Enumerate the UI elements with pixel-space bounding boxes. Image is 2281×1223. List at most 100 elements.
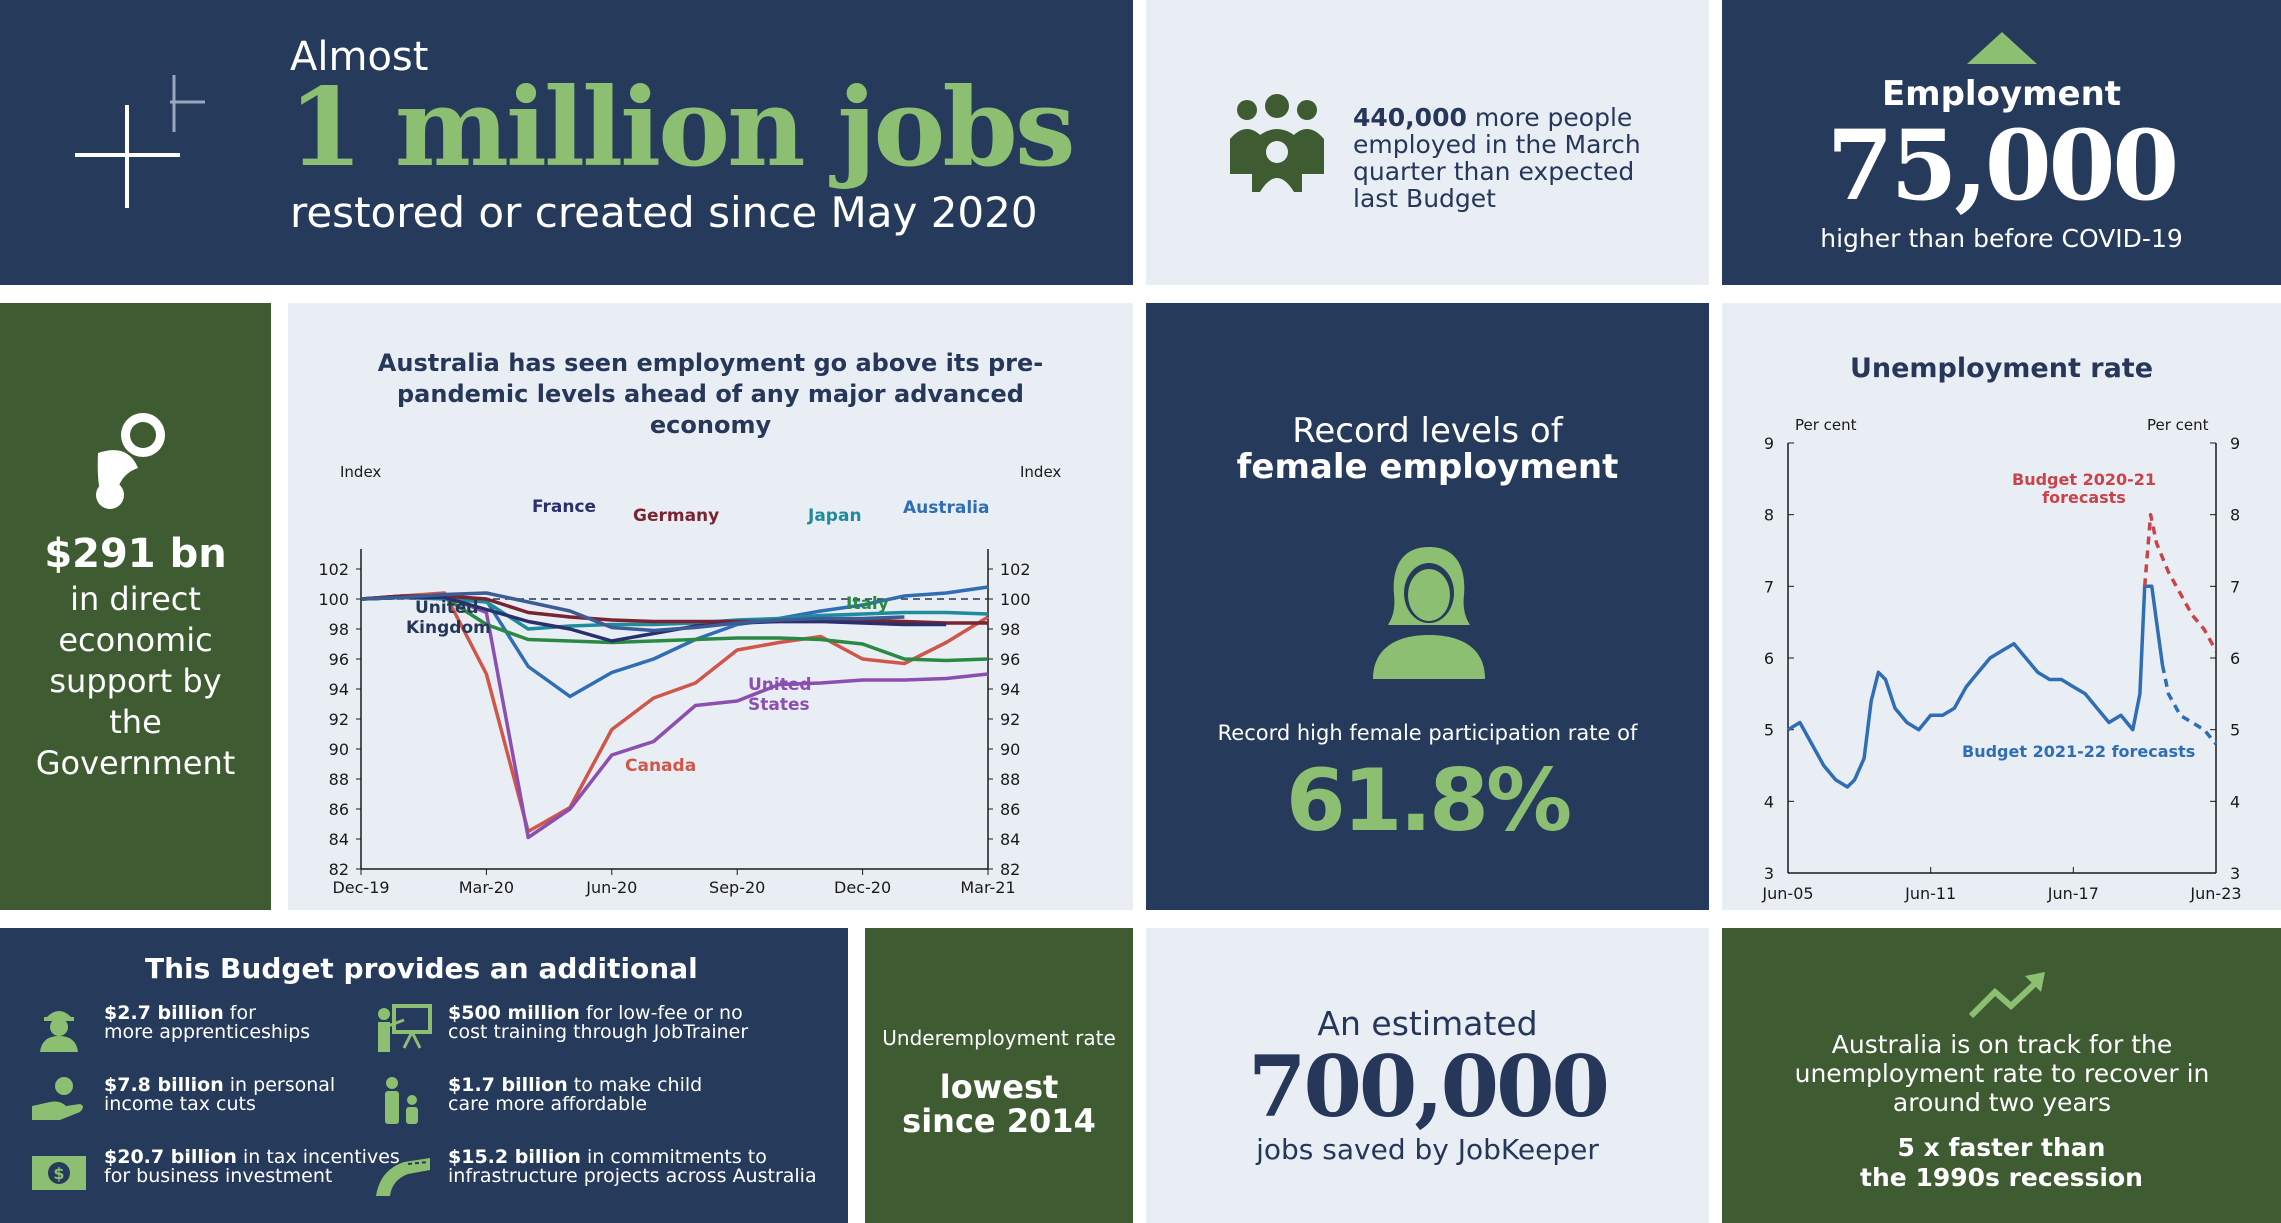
recovery-tile: Australia is on track for the unemployme… <box>1722 928 2281 1223</box>
unemployment-chart-tile: Unemployment rate Per cent Per cent 3 3 4 4… <box>1722 303 2281 910</box>
budget-tile: This Budget provides an additional $2.7 … <box>0 928 848 1223</box>
budget-item-desc-line2: infrastructure projects across Australia <box>448 1165 817 1187</box>
y-tick-right: 82 <box>1000 860 1020 879</box>
budget-item-text: $20.7 billion in tax incentives for busin… <box>104 1148 400 1186</box>
unemp-y-tick-left: 8 <box>1764 506 1774 525</box>
x-tick-label: Dec-20 <box>834 878 891 897</box>
unemp-right-axis-label: Per cent <box>2147 416 2209 434</box>
female-tile: Record levels of female employment Recor… <box>1146 303 1709 910</box>
employment-chart-tile: Australia has seen employment go above i… <box>288 303 1133 910</box>
y-tick-left: 90 <box>329 740 349 759</box>
budget-item-amount: $15.2 billion <box>448 1146 581 1168</box>
recovery-text: Australia is on track for the unemployme… <box>1794 1030 2210 1117</box>
budget-item: $15.2 billion in commitments to infrastru… <box>374 1148 817 1196</box>
employment-chart-title: Australia has seen employment go above i… <box>377 349 1044 439</box>
banknote-icon: $ <box>30 1148 88 1196</box>
right-axis-label: Index <box>1020 463 1061 481</box>
unemp-series-budget-2020-21-forecasts <box>2142 512 2218 652</box>
label-canada: Canada <box>625 756 696 776</box>
more-employed-tile: 440,000 more people employed in the Marc… <box>1146 0 1709 285</box>
unemployment-chart-title: Unemployment rate <box>1849 353 2154 384</box>
label-japan: Japan <box>807 506 862 526</box>
label-us-line2: States <box>748 695 810 715</box>
label-us-line1: United <box>748 675 812 695</box>
budget-item-desc-line2: care more affordable <box>448 1093 648 1115</box>
budget-item-desc-line2: more apprenticeships <box>104 1021 311 1043</box>
y-tick-left: 94 <box>329 680 349 699</box>
budget-item: $2.7 billion for more apprenticeships <box>30 1004 310 1052</box>
svg-text:$: $ <box>53 1164 64 1183</box>
forecast-2021-label: Budget 2021-22 forecasts <box>1962 742 2195 761</box>
employment-chart: Index Index 82 82 84 84 86 86 88 88 90 90 92 92 94 94… <box>318 463 1061 897</box>
unemp-y-tick-left: 4 <box>1764 792 1774 811</box>
unemp-y-tick-right: 7 <box>2230 577 2240 596</box>
underemployment-value-2: since 2014 <box>902 1102 1096 1140</box>
underemployment-tile: Underemployment rate lowest since 2014 <box>865 928 1133 1223</box>
budget-item: $500 million for low-fee or no cost train… <box>374 1004 748 1052</box>
series-line-japan <box>360 595 989 631</box>
budget-item-desc: in commitments to <box>580 1146 767 1168</box>
hero-headline: 1 million jobs <box>288 65 1076 191</box>
woman-icon <box>1373 547 1485 679</box>
unemp-x-tick-label: Jun-11 <box>1904 884 1956 903</box>
y-tick-right: 94 <box>1000 680 1020 699</box>
x-tick-label: Dec-19 <box>332 878 389 897</box>
female-heading-2: female employment <box>1236 447 1619 487</box>
jobkeeper-line1: An estimated <box>1317 1004 1538 1043</box>
y-tick-right: 86 <box>1000 800 1020 819</box>
budget-item-text: $15.2 billion in commitments to infrastru… <box>448 1148 817 1186</box>
unemp-y-tick-left: 9 <box>1764 434 1774 453</box>
budget-item-desc: to make child <box>567 1074 703 1096</box>
recovery-bold-2: the 1990s recession <box>1860 1163 2143 1192</box>
label-uk-line2: Kingdom <box>406 618 491 638</box>
y-tick-left: 92 <box>329 710 349 729</box>
parent-child-icon <box>374 1076 432 1124</box>
label-germany: Germany <box>633 506 719 526</box>
people-group-icon <box>1230 94 1324 192</box>
unemp-x-tick-label: Jun-23 <box>2189 884 2241 903</box>
hero-subline: restored or created since May 2020 <box>290 188 1038 237</box>
budget-item-amount: $2.7 billion <box>104 1002 224 1024</box>
label-france: France <box>532 497 596 517</box>
y-tick-left: 84 <box>329 830 349 849</box>
underemployment-value-1: lowest <box>939 1068 1059 1106</box>
plus-decoration-icon <box>75 75 205 208</box>
unemp-y-tick-right: 4 <box>2230 792 2240 811</box>
more-employed-description: more people employed in the March quarte… <box>1353 103 1641 213</box>
forecast-2020-label-2: forecasts <box>2042 488 2126 507</box>
unemp-y-tick-left: 6 <box>1764 649 1774 668</box>
budget-item-desc-line2: income tax cuts <box>104 1093 256 1115</box>
y-tick-left: 102 <box>318 560 349 579</box>
support-amount: $291 bn <box>44 531 227 577</box>
label-uk-line1: United <box>415 598 479 618</box>
y-tick-left: 98 <box>329 620 349 639</box>
y-tick-right: 90 <box>1000 740 1020 759</box>
jobkeeper-tile: An estimated 700,000 jobs saved by JobKe… <box>1146 928 1709 1223</box>
unemp-series-actual <box>1787 584 2165 789</box>
series-line-france <box>360 595 947 643</box>
unemp-y-tick-right: 3 <box>2230 864 2240 883</box>
budget-item: $ $20.7 billion in tax incentives for busi… <box>30 1148 400 1196</box>
budget-item: $7.8 billion in personal income tax cuts <box>30 1076 335 1124</box>
budget-item-desc: in personal <box>223 1074 336 1096</box>
female-rate-text: Record high female participation rate of <box>1217 721 1638 745</box>
female-heading-1: Record levels of <box>1292 411 1563 451</box>
budget-item-amount: $1.7 billion <box>448 1074 568 1096</box>
unemp-left-axis-label: Per cent <box>1795 416 1857 434</box>
y-tick-left: 96 <box>329 650 349 669</box>
series-line-germany <box>360 594 988 625</box>
hero-tile: Almost 1 million jobs restored or create… <box>0 0 1133 285</box>
y-tick-left: 100 <box>318 590 349 609</box>
y-tick-left: 82 <box>329 860 349 879</box>
jobkeeper-line3: jobs saved by JobKeeper <box>1256 1133 1599 1166</box>
unemp-y-tick-left: 3 <box>1764 864 1774 883</box>
employment-label: Employment <box>1881 74 2122 114</box>
recovery-bold-1: 5 x faster than <box>1897 1133 2106 1162</box>
unemp-x-tick-label: Jun-17 <box>2047 884 2099 903</box>
x-tick-label: Sep-20 <box>709 878 765 897</box>
unemp-y-tick-left: 7 <box>1764 577 1774 596</box>
y-tick-right: 88 <box>1000 770 1020 789</box>
series-line-italy <box>360 595 989 663</box>
more-employed-number: 440,000 <box>1353 103 1467 132</box>
female-rate: 61.8% <box>1285 751 1572 851</box>
